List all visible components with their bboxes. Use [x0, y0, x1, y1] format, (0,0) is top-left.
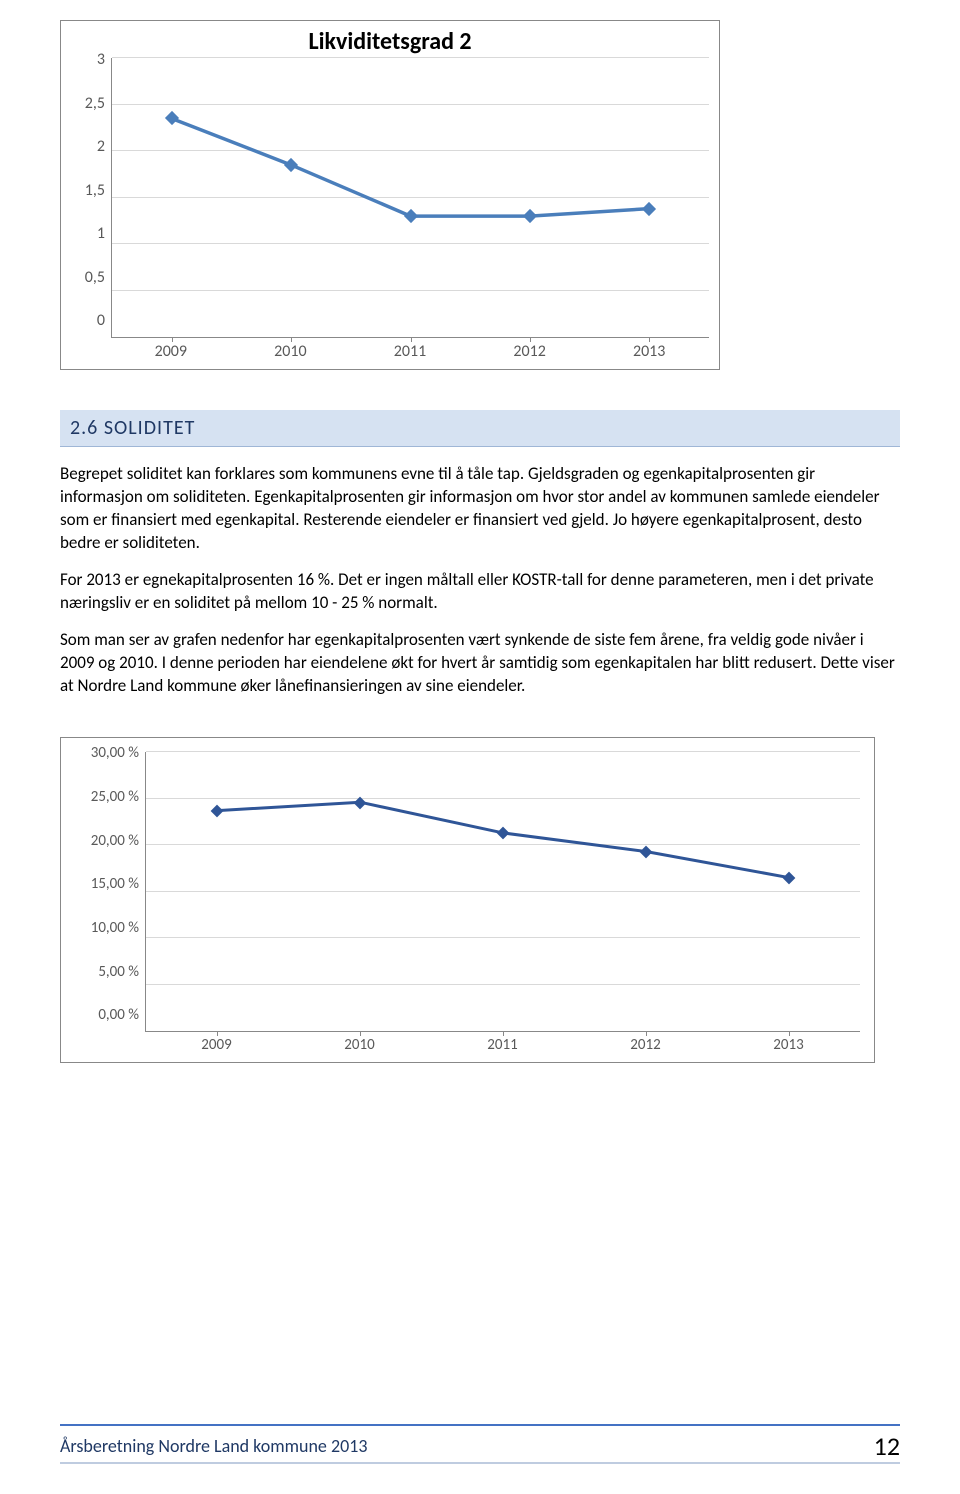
xtick: 2011 — [394, 342, 426, 361]
chart2-y-axis: 30,00 % 25,00 % 20,00 % 15,00 % 10,00 % … — [75, 744, 145, 1024]
xtick: 2013 — [633, 342, 665, 361]
xtick: 2009 — [201, 1036, 231, 1054]
xtick: 2011 — [487, 1036, 517, 1054]
section-heading-soliditet: 2.6 SOLIDITET — [60, 410, 900, 447]
ytick: 15,00 % — [75, 875, 139, 893]
ytick: 1 — [71, 224, 105, 243]
xtick: 2010 — [344, 1036, 374, 1054]
chart2-plot-area — [145, 752, 860, 1032]
chart1-title: Likviditetsgrad 2 — [71, 27, 709, 56]
ytick: 0 — [71, 311, 105, 330]
ytick: 0,00 % — [75, 1006, 139, 1024]
body-text: Begrepet soliditet kan forklares som kom… — [60, 463, 900, 697]
paragraph: Begrepet soliditet kan forklares som kom… — [60, 463, 900, 555]
paragraph: For 2013 er egnekapitalprosenten 16 %. D… — [60, 569, 900, 615]
ytick: 10,00 % — [75, 919, 139, 937]
chart1-x-axis: 2009 2010 2011 2012 2013 — [111, 338, 709, 369]
ytick: 2,5 — [71, 94, 105, 113]
ytick: 2 — [71, 137, 105, 156]
egenkapitalprosent-chart: 30,00 % 25,00 % 20,00 % 15,00 % 10,00 % … — [60, 737, 875, 1063]
xtick: 2012 — [513, 342, 545, 361]
xtick: 2012 — [630, 1036, 660, 1054]
paragraph: Som man ser av grafen nedenfor har egenk… — [60, 629, 900, 698]
chart1-plot-area — [111, 58, 709, 338]
page-footer: Årsberetning Nordre Land kommune 2013 12 — [60, 1424, 900, 1464]
xtick: 2010 — [274, 342, 306, 361]
ytick: 3 — [71, 50, 105, 69]
ytick: 5,00 % — [75, 963, 139, 981]
chart2-x-axis: 2009 2010 2011 2012 2013 — [145, 1032, 860, 1062]
chart1-y-axis: 3 2,5 2 1,5 1 0,5 0 — [71, 50, 111, 330]
xtick: 2009 — [155, 342, 187, 361]
ytick: 0,5 — [71, 268, 105, 287]
ytick: 1,5 — [71, 181, 105, 200]
xtick: 2013 — [773, 1036, 803, 1054]
likviditetsgrad-chart: Likviditetsgrad 2 3 2,5 2 1,5 1 0,5 0 20… — [60, 20, 720, 370]
ytick: 30,00 % — [75, 744, 139, 762]
ytick: 25,00 % — [75, 788, 139, 806]
page-number: 12 — [874, 1430, 900, 1462]
ytick: 20,00 % — [75, 832, 139, 850]
footer-text: Årsberetning Nordre Land kommune 2013 — [60, 1435, 367, 1457]
